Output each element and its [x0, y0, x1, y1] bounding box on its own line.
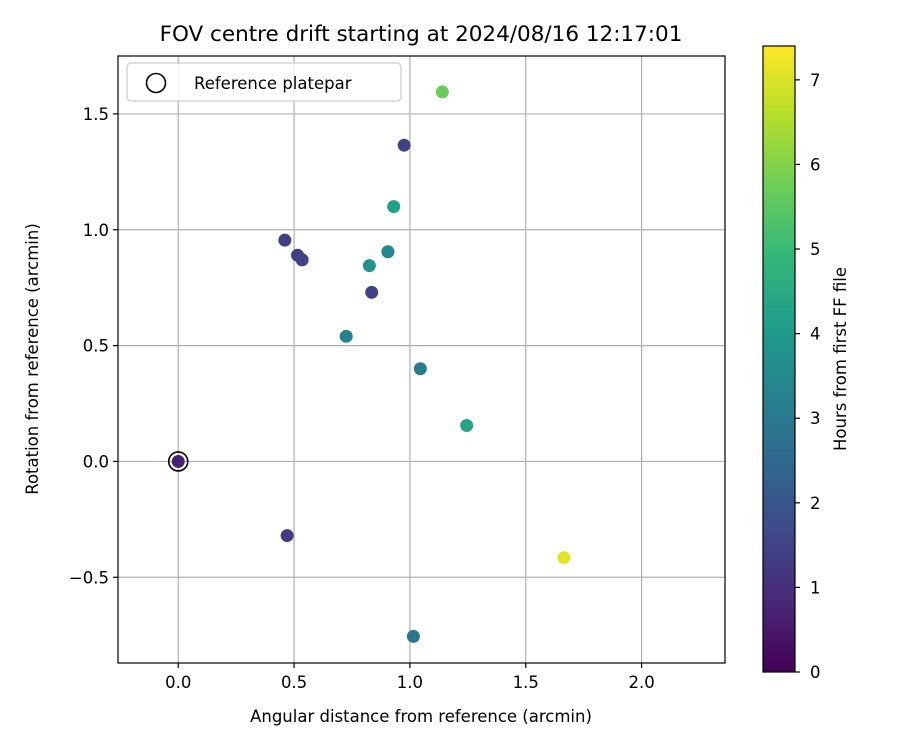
data-point: [397, 138, 411, 152]
y-tick-label: 0.0: [83, 452, 109, 471]
x-tick-label: 2.0: [628, 673, 654, 692]
colorbar-tick-label: 0: [810, 663, 821, 682]
grid-lines: [118, 56, 725, 663]
legend-reference-marker: [145, 72, 167, 94]
plot-frame: [117, 55, 726, 664]
data-point: [557, 551, 571, 565]
data-point: [381, 245, 395, 259]
legend-box: [126, 62, 402, 102]
y-tick-label: −0.5: [69, 568, 109, 587]
colorbar-tick-label: 5: [810, 240, 821, 259]
colorbar-gradient: [762, 45, 796, 673]
data-point: [362, 259, 376, 273]
colorbar-ticks: 0 1 2 3 4 5 6 7: [795, 71, 821, 682]
chart-title: FOV centre drift starting at 2024/08/16 …: [160, 22, 683, 47]
data-point: [280, 529, 294, 543]
y-axis-ticks: −0.5 0.0 0.5 1.0 1.5: [69, 105, 118, 587]
x-axis-label: Angular distance from reference (arcmin): [250, 707, 592, 726]
colorbar-tick-label: 3: [810, 409, 821, 428]
legend: Reference platepar: [126, 62, 402, 102]
x-axis-ticks: 0.0 0.5 1.0 1.5 2.0: [165, 663, 655, 692]
colorbar-label: Hours from first FF file: [831, 267, 850, 451]
data-point: [278, 233, 292, 247]
colorbar-tick-label: 6: [810, 155, 821, 174]
colorbar-tick-label: 4: [810, 325, 821, 344]
data-point: [460, 419, 474, 433]
y-tick-label: 1.5: [83, 105, 109, 124]
y-axis-label: Rotation from reference (arcmin): [23, 223, 42, 495]
colorbar-tick-label: 2: [810, 494, 821, 513]
x-tick-label: 1.5: [513, 673, 539, 692]
x-tick-label: 1.0: [397, 673, 423, 692]
legend-entry-reference: Reference platepar: [194, 74, 352, 93]
data-point: [365, 285, 379, 299]
data-point: [295, 253, 309, 267]
data-point: [339, 329, 353, 343]
colorbar: 0 1 2 3 4 5 6 7 Hours from first FF file: [762, 45, 850, 682]
reference-marker-layer: [167, 451, 189, 472]
data-point: [387, 200, 401, 214]
data-points: [171, 85, 571, 643]
data-point: [435, 85, 449, 99]
x-tick-label: 0.0: [165, 673, 191, 692]
colorbar-tick-label: 1: [810, 578, 821, 597]
reference-platepar-marker: [167, 451, 189, 472]
data-point: [171, 454, 185, 468]
y-tick-label: 0.5: [83, 337, 109, 356]
data-point: [406, 629, 420, 643]
y-tick-label: 1.0: [83, 221, 109, 240]
colorbar-tick-label: 7: [810, 71, 821, 90]
data-point: [413, 362, 427, 376]
x-tick-label: 0.5: [281, 673, 307, 692]
